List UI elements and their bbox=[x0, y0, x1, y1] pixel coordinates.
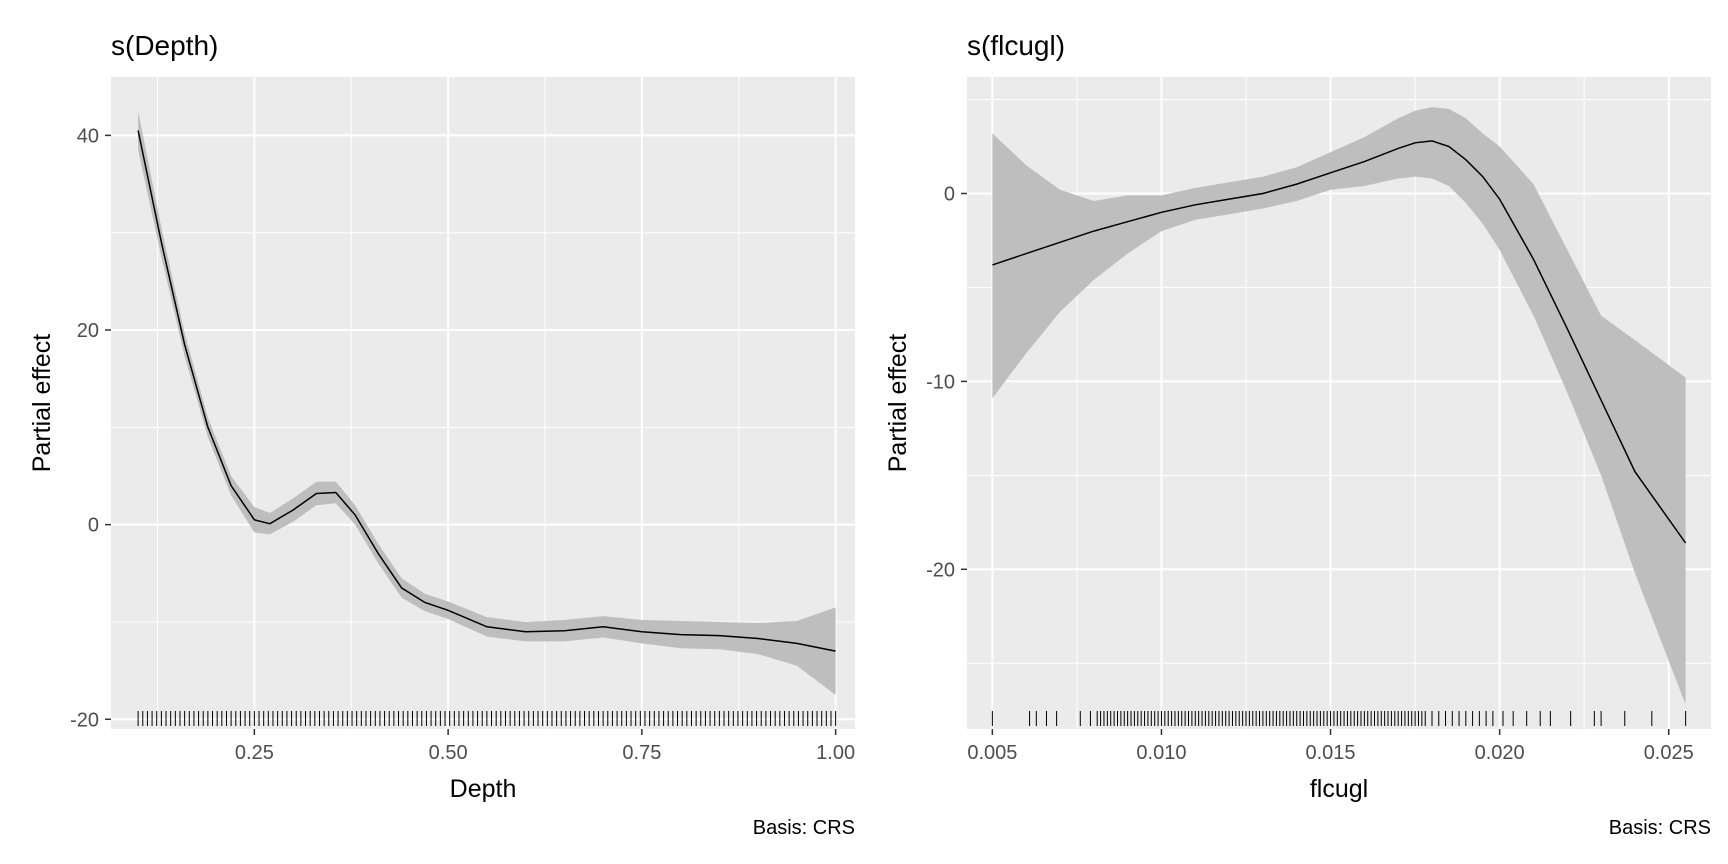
smooth-line bbox=[137, 130, 836, 652]
rug-marks bbox=[991, 711, 1687, 726]
x-tick-label: 0.010 bbox=[1136, 742, 1186, 764]
x-axis-label: flcugl bbox=[1310, 775, 1368, 803]
rug-marks bbox=[137, 711, 837, 726]
y-axis: -20 0 20 40 bbox=[70, 125, 111, 731]
basis-caption: Basis: CRS bbox=[753, 817, 855, 839]
x-axis-label: Depth bbox=[450, 775, 517, 803]
x-tick-label: 0.005 bbox=[967, 742, 1017, 764]
major-gridlines bbox=[111, 77, 855, 729]
panel-depth: 0.25 0.50 0.75 1.00 -20 0 20 40 s(Depth) Depth… bbox=[28, 30, 855, 839]
x-tick-label: 0.020 bbox=[1475, 742, 1525, 764]
y-tick-label: 20 bbox=[77, 320, 99, 342]
smooth-line bbox=[992, 140, 1687, 544]
x-tick-label: 0.015 bbox=[1306, 742, 1356, 764]
x-tick-label: 0.75 bbox=[622, 742, 661, 764]
y-axis-label: Partial effect bbox=[28, 334, 56, 473]
chart-title: s(flcugl) bbox=[967, 30, 1065, 61]
chart-title: s(Depth) bbox=[111, 30, 218, 61]
basis-caption: Basis: CRS bbox=[1609, 817, 1711, 839]
y-tick-label: 40 bbox=[77, 125, 99, 147]
x-tick-label: 0.50 bbox=[429, 742, 468, 764]
y-tick-label: -10 bbox=[926, 371, 955, 393]
y-tick-label: -20 bbox=[926, 559, 955, 581]
y-tick-label: 0 bbox=[944, 183, 955, 205]
y-axis-label: Partial effect bbox=[884, 334, 912, 473]
y-tick-label: 0 bbox=[88, 515, 99, 537]
x-tick-label: 0.025 bbox=[1644, 742, 1694, 764]
x-axis: 0.25 0.50 0.75 1.00 bbox=[235, 729, 855, 764]
x-axis: 0.005 0.010 0.015 0.020 0.025 bbox=[967, 729, 1694, 764]
confidence-ribbon bbox=[138, 111, 836, 695]
x-tick-label: 1.00 bbox=[816, 742, 855, 764]
x-tick-label: 0.25 bbox=[235, 742, 274, 764]
y-axis: -20 -10 0 bbox=[926, 183, 967, 581]
y-tick-label: -20 bbox=[70, 709, 99, 731]
minor-gridlines bbox=[111, 77, 855, 729]
panel-flcugl: 0.005 0.010 0.015 0.020 0.025 -20 -10 0 s(flcu… bbox=[884, 30, 1711, 839]
confidence-ribbon bbox=[992, 107, 1686, 705]
